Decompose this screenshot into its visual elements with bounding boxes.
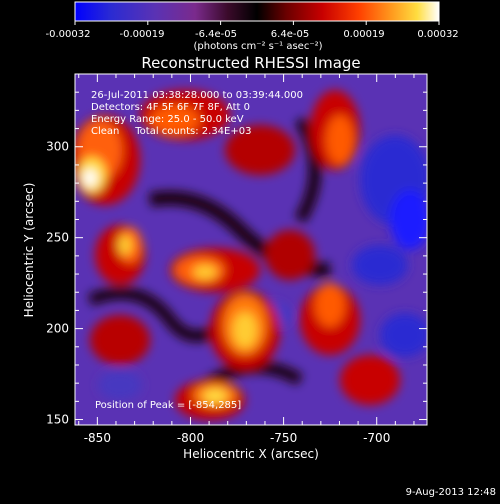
plot-frame	[74, 73, 428, 426]
colorbar-tick-label-3: 6.4e-05	[271, 29, 309, 40]
annotation-time-range: 26-Jul-2011 03:38:28.000 to 03:39:44.000	[91, 90, 303, 101]
annotation-detectors: Detectors: 4F 5F 6F 7F 8F, Att 0	[91, 102, 250, 113]
y-tick-label-3: 300	[46, 140, 69, 154]
y-tick-label-2: 250	[46, 231, 69, 245]
colorbar-ticks	[74, 21, 440, 25]
x-tick-label-2: -750	[270, 431, 297, 445]
y-tick-label-1: 200	[46, 322, 69, 336]
colorbar-tick-label-4: 0.00019	[343, 29, 384, 40]
footer-date: 9-Aug-2013 12:48	[406, 487, 496, 498]
colorbar-tick-label-2: -6.4e-05	[195, 29, 237, 40]
annotation-clean-counts: Clean Total counts: 2.34E+03	[91, 126, 251, 137]
annotation-peak-position: Position of Peak = [-854,285]	[95, 400, 241, 411]
heatmap-image	[75, 90, 427, 420]
colorbar	[74, 1, 440, 22]
y-axis-label: Heliocentric Y (arcsec)	[22, 183, 36, 318]
y-tick-label-0: 150	[46, 413, 69, 427]
colorbar-tick-label-1: -0.00019	[120, 29, 165, 40]
x-axis-label: Heliocentric X (arcsec)	[183, 447, 319, 461]
x-tick-label-0: -850	[84, 431, 111, 445]
x-tick-label-1: -800	[177, 431, 204, 445]
chart-title: Reconstructed RHESSI Image	[141, 54, 360, 72]
x-tick-label-3: -700	[363, 431, 390, 445]
axis-ticks	[75, 73, 427, 425]
colorbar-tick-label-0: -0.00032	[46, 29, 91, 40]
colorbar-unit-label: (photons cm⁻² s⁻¹ asec⁻²)	[193, 41, 322, 52]
colorbar-tick-label-5: 0.00032	[417, 29, 458, 40]
annotation-energy-range: Energy Range: 25.0 - 50.0 keV	[91, 114, 244, 125]
